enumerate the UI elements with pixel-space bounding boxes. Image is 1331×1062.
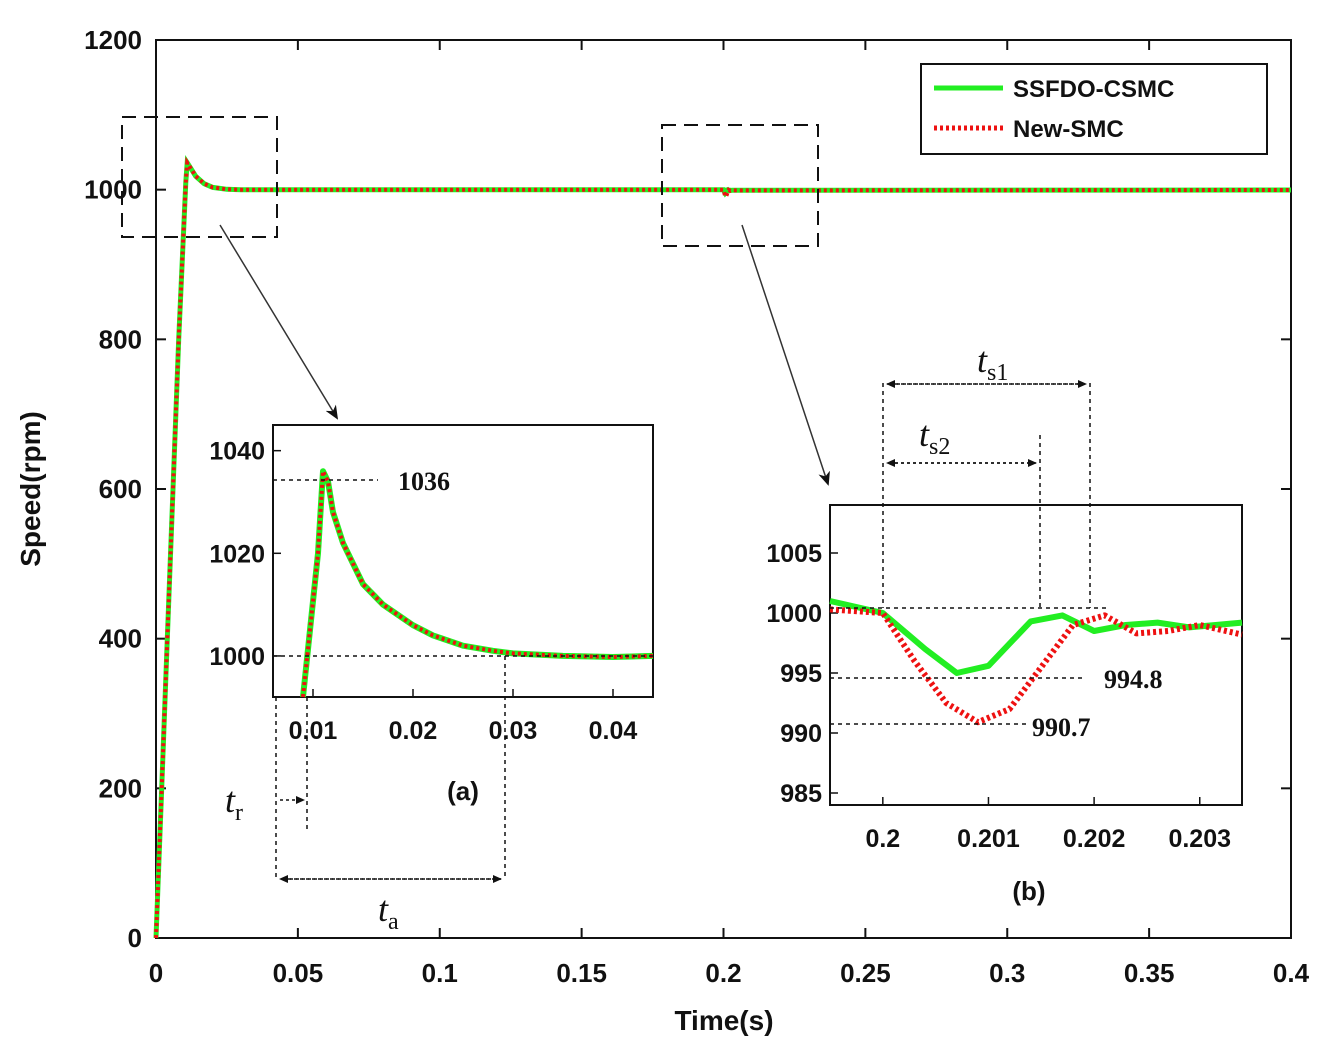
inset-b: 0.2 0.201 0.202 0.203 985 990 995 1000 1005 994.… — [766, 504, 1243, 906]
zoom-box-b — [661, 124, 819, 247]
inset-y-tick-label: 985 — [780, 780, 822, 808]
series-line-new-smc — [154, 156, 1292, 939]
inset-b-curve-new-smc — [829, 606, 1243, 726]
y-tick-label: 400 — [99, 624, 142, 654]
y-tick-label: 600 — [99, 474, 142, 504]
x-tick-label: 0.05 — [273, 958, 324, 988]
main-y-ticks: 0 200 400 600 800 1000 1200 — [84, 25, 1291, 953]
legend-label-newsmc: New-SMC — [1013, 116, 1124, 143]
inset-x-tick-label: 0.02 — [389, 717, 438, 745]
y-tick-label: 1200 — [84, 25, 142, 55]
inset-x-tick-label: 0.203 — [1168, 825, 1231, 853]
x-tick-label: 0.15 — [556, 958, 607, 988]
y-axis-label: Speed(rpm) — [15, 411, 46, 567]
inset-b-caption: (b) — [1012, 876, 1045, 906]
inset-x-tick-label: 0.201 — [957, 825, 1020, 853]
inset-a-curve-new-smc — [301, 469, 654, 698]
inset-y-tick-label: 990 — [780, 720, 822, 748]
peak-value-label: 1036 — [398, 467, 450, 496]
x-tick-label: 0.25 — [840, 958, 891, 988]
x-tick-label: 0.1 — [422, 958, 458, 988]
y-tick-label: 800 — [99, 324, 142, 354]
inset-y-tick-label: 1005 — [766, 540, 822, 568]
inset-x-tick-label: 0.01 — [289, 717, 338, 745]
x-axis-label: Time(s) — [674, 1005, 773, 1036]
y-tick-label: 0 — [128, 923, 142, 953]
legend: SSFDO-CSMC New-SMC — [920, 63, 1268, 155]
inset-a-caption: (a) — [447, 776, 479, 806]
inset-y-tick-label: 1040 — [209, 438, 265, 466]
tr-label: tr — [225, 780, 243, 826]
inset-b-ticks: 0.2 0.201 0.202 0.203 985 990 995 1000 1005 — [766, 540, 1231, 853]
ts2-label: ts2 — [919, 414, 950, 460]
x-tick-label: 0.35 — [1124, 958, 1175, 988]
x-tick-label: 0.3 — [989, 958, 1025, 988]
x-tick-label: 0.2 — [705, 958, 741, 988]
inset-a-curves — [300, 468, 654, 698]
ts1-label: ts1 — [977, 340, 1008, 386]
inset-a-time-annotations: tr ta — [225, 656, 506, 935]
main-series-group — [153, 155, 1292, 939]
inset-b-curves — [829, 598, 1243, 726]
inset-b-frame — [829, 504, 1243, 806]
legend-label-ssfdo: SSFDO-CSMC — [1013, 76, 1174, 103]
y-tick-label: 200 — [99, 773, 142, 803]
inset-b-curve-ssfdo-csmc — [829, 598, 1243, 676]
y-tick-label: 1000 — [84, 175, 142, 205]
dip1-value-label: 994.8 — [1104, 665, 1163, 694]
inset-y-tick-label: 1000 — [766, 600, 822, 628]
ta-label: ta — [378, 889, 399, 935]
inset-a-ticks: 0.01 0.02 0.03 0.04 1000 1020 1040 — [209, 438, 637, 745]
inset-y-tick-label: 995 — [780, 660, 822, 688]
dip2-value-label: 990.7 — [1032, 713, 1091, 742]
inset-b-time-annotations: ts1 ts2 — [882, 340, 1091, 608]
inset-x-tick-label: 0.202 — [1063, 825, 1126, 853]
inset-a: 0.01 0.02 0.03 0.04 1000 1020 1040 1036 (a) — [209, 424, 654, 806]
inset-y-tick-label: 1000 — [209, 643, 265, 671]
inset-y-tick-label: 1020 — [209, 540, 265, 568]
arrow-to-inset-a — [219, 224, 339, 420]
x-tick-label: 0 — [149, 958, 163, 988]
zoom-box-a — [121, 116, 278, 238]
legend-box — [920, 63, 1268, 155]
inset-a-frame — [272, 424, 654, 698]
inset-x-tick-label: 0.2 — [865, 825, 900, 853]
main-x-ticks: 0 0.05 0.1 0.15 0.2 0.25 0.3 0.35 0.4 — [149, 40, 1310, 988]
inset-x-tick-label: 0.04 — [589, 717, 638, 745]
arrow-to-inset-b — [741, 224, 830, 486]
x-tick-label: 0.4 — [1273, 958, 1310, 988]
inset-x-tick-label: 0.03 — [489, 717, 538, 745]
